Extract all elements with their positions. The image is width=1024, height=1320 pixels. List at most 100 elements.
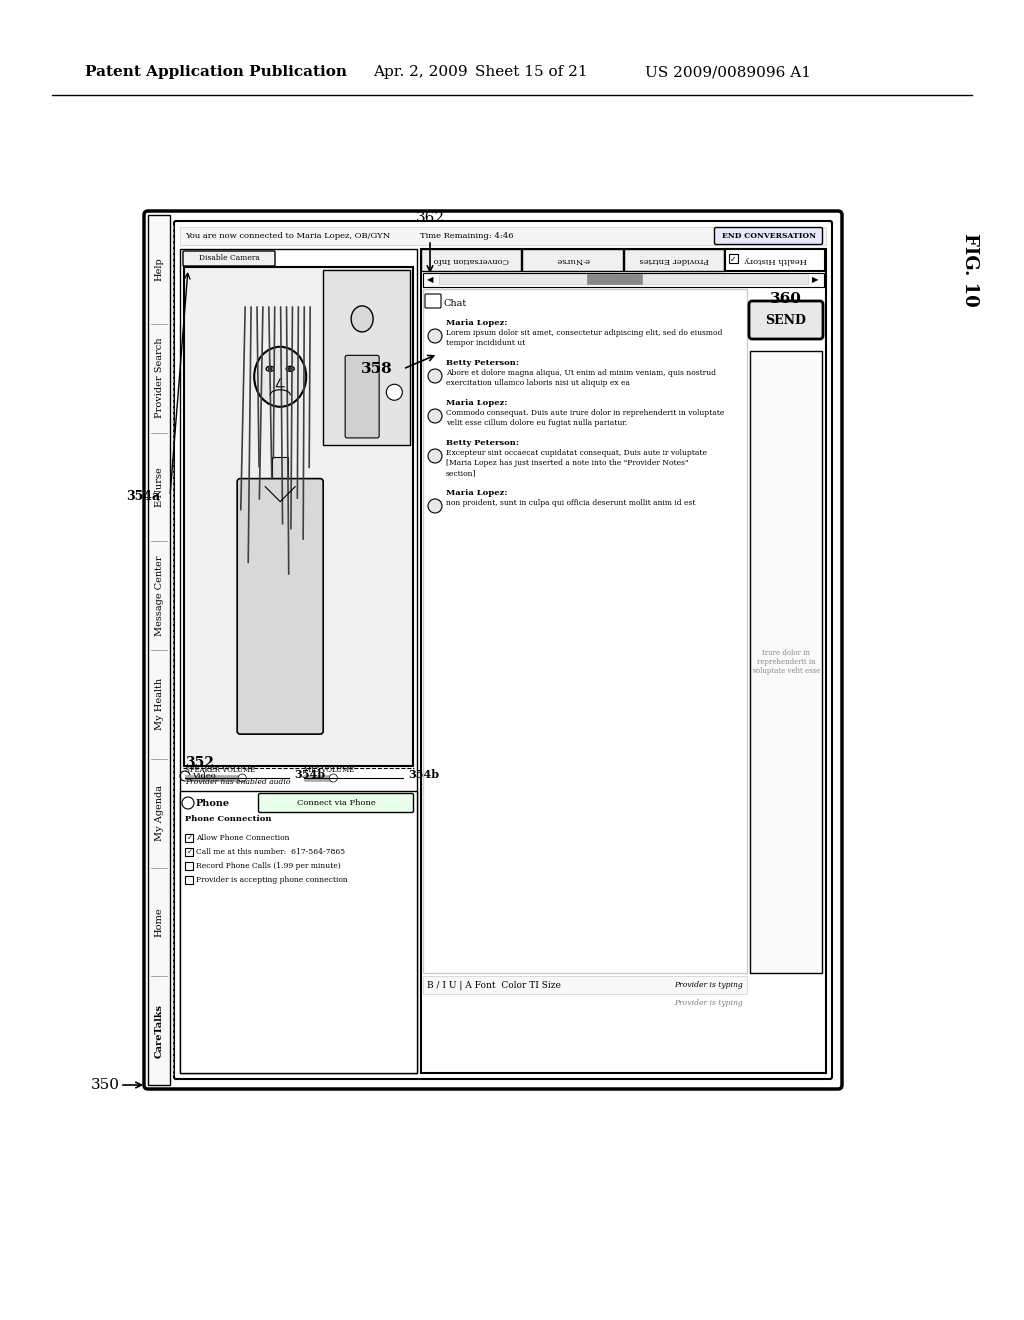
Text: Call me at this number:  617-564-7865: Call me at this number: 617-564-7865: [196, 847, 345, 855]
Text: Maria Lopez:: Maria Lopez:: [446, 399, 508, 407]
Text: You are now connected to Maria Lopez, OB/GYN: You are now connected to Maria Lopez, OB…: [185, 232, 390, 240]
Circle shape: [386, 384, 402, 400]
Circle shape: [428, 370, 442, 383]
Text: Home: Home: [155, 907, 164, 937]
Circle shape: [428, 329, 442, 343]
Bar: [587, 275, 642, 284]
FancyBboxPatch shape: [715, 227, 822, 244]
Text: Irure dolor in
reprehenderit in
voluptate velit esse: Irure dolor in reprehenderit in voluptat…: [752, 649, 820, 676]
Bar: [180, 791, 417, 1073]
Text: Video: Video: [193, 772, 216, 780]
FancyBboxPatch shape: [238, 479, 324, 734]
Text: Excepteur sint occaecat cupidatat consequat, Duis aute ir voluptate: Excepteur sint occaecat cupidatat conseq…: [446, 449, 707, 457]
Bar: [423, 273, 824, 286]
Text: velit esse cillum dolore eu fugiat nulla pariatur.: velit esse cillum dolore eu fugiat nulla…: [446, 418, 628, 426]
Text: Connect via Phone: Connect via Phone: [297, 799, 376, 807]
Text: Record Phone Calls (1.99 per minute): Record Phone Calls (1.99 per minute): [196, 862, 341, 870]
Text: Maria Lopez:: Maria Lopez:: [446, 488, 508, 498]
Text: Chat: Chat: [443, 298, 466, 308]
Bar: [750, 351, 822, 973]
Text: SEND: SEND: [766, 314, 807, 326]
Ellipse shape: [288, 367, 292, 371]
Text: My Health: My Health: [155, 678, 164, 730]
Bar: [624, 249, 724, 271]
FancyBboxPatch shape: [345, 355, 379, 438]
Text: ✓: ✓: [187, 836, 193, 841]
Text: SPEAKER VOLUME: SPEAKER VOLUME: [185, 766, 255, 774]
Bar: [185, 775, 243, 781]
Text: US 2009/0089096 A1: US 2009/0089096 A1: [645, 65, 811, 79]
Bar: [180, 227, 826, 246]
Circle shape: [330, 774, 337, 781]
FancyBboxPatch shape: [144, 211, 842, 1089]
Text: 360: 360: [770, 292, 802, 306]
Text: Time Remaining: 4:46: Time Remaining: 4:46: [420, 232, 513, 240]
Text: Lorem ipsum dolor sit amet, consectetur adipiscing elit, sed do eiusmod: Lorem ipsum dolor sit amet, consectetur …: [446, 329, 722, 337]
Bar: [180, 249, 417, 1073]
Text: 354b: 354b: [408, 770, 439, 780]
Bar: [303, 775, 334, 781]
Text: 350: 350: [91, 1078, 120, 1092]
Bar: [272, 457, 288, 482]
Circle shape: [428, 409, 442, 422]
FancyBboxPatch shape: [185, 876, 193, 884]
Ellipse shape: [286, 366, 294, 371]
Text: Provider is typing: Provider is typing: [674, 981, 743, 989]
Text: Apr. 2, 2009: Apr. 2, 2009: [373, 65, 468, 79]
Text: 358: 358: [361, 362, 393, 376]
Text: 362: 362: [416, 211, 444, 224]
Text: E-Nurse: E-Nurse: [155, 466, 164, 507]
Text: Patent Application Publication: Patent Application Publication: [85, 65, 347, 79]
Text: ✓: ✓: [187, 849, 193, 855]
Text: Disable Camera: Disable Camera: [199, 255, 259, 263]
Bar: [421, 249, 826, 1073]
Text: Betty Peterson:: Betty Peterson:: [446, 359, 519, 367]
Bar: [421, 249, 521, 271]
Bar: [148, 215, 170, 1085]
Text: ✓: ✓: [730, 255, 736, 264]
FancyBboxPatch shape: [425, 294, 441, 308]
Text: B / I U | A Font  Color TI Size: B / I U | A Font Color TI Size: [427, 981, 561, 990]
Bar: [184, 267, 413, 766]
FancyBboxPatch shape: [174, 220, 831, 1078]
Text: Abore et dolore magna aliqua, Ut enim ad minim veniam, quis nostrud: Abore et dolore magna aliqua, Ut enim ad…: [446, 370, 716, 378]
Text: Provider Entries: Provider Entries: [639, 256, 709, 264]
Text: ◀: ◀: [427, 276, 433, 285]
Text: Message Center: Message Center: [155, 556, 164, 636]
Text: e-Nurse: e-Nurse: [556, 256, 590, 264]
Text: exercitation ullamco laboris nisi ut aliquip ex ea: exercitation ullamco laboris nisi ut ali…: [446, 379, 630, 387]
Circle shape: [239, 774, 247, 781]
Text: Phone: Phone: [196, 799, 230, 808]
Text: Help: Help: [155, 257, 164, 281]
Text: Commodo consequat. Duis aute irure dolor in reprehenderit in voluptate: Commodo consequat. Duis aute irure dolor…: [446, 409, 724, 417]
Ellipse shape: [351, 306, 373, 331]
Bar: [423, 975, 746, 994]
Text: Provider Search: Provider Search: [155, 338, 164, 418]
FancyBboxPatch shape: [749, 301, 823, 339]
FancyBboxPatch shape: [185, 834, 193, 842]
Text: section]: section]: [446, 469, 476, 477]
Text: Health History: Health History: [744, 256, 807, 264]
Text: END CONVERSATION: END CONVERSATION: [722, 232, 815, 240]
Text: 354b: 354b: [294, 770, 326, 780]
FancyBboxPatch shape: [183, 251, 275, 267]
Text: MIC VOLUME: MIC VOLUME: [303, 766, 353, 774]
FancyBboxPatch shape: [185, 847, 193, 855]
Text: Maria Lopez:: Maria Lopez:: [446, 319, 508, 327]
Bar: [439, 275, 808, 284]
Text: Allow Phone Connection: Allow Phone Connection: [196, 834, 290, 842]
Text: Provider is accepting phone connection: Provider is accepting phone connection: [196, 876, 348, 884]
Text: CareTalks: CareTalks: [155, 1003, 164, 1057]
Bar: [522, 249, 623, 271]
Ellipse shape: [266, 366, 274, 371]
Text: FIG. 10: FIG. 10: [961, 234, 979, 306]
Text: 354a: 354a: [126, 490, 160, 503]
Text: 352: 352: [185, 756, 214, 770]
Text: non proident, sunt in culpa qui officia deserunt mollit anim id est: non proident, sunt in culpa qui officia …: [446, 499, 695, 507]
FancyBboxPatch shape: [729, 253, 737, 263]
Bar: [725, 249, 825, 271]
Text: My Agenda: My Agenda: [155, 785, 164, 841]
Text: Conversation Info: Conversation Info: [434, 256, 509, 264]
Ellipse shape: [268, 367, 272, 371]
Circle shape: [428, 499, 442, 513]
